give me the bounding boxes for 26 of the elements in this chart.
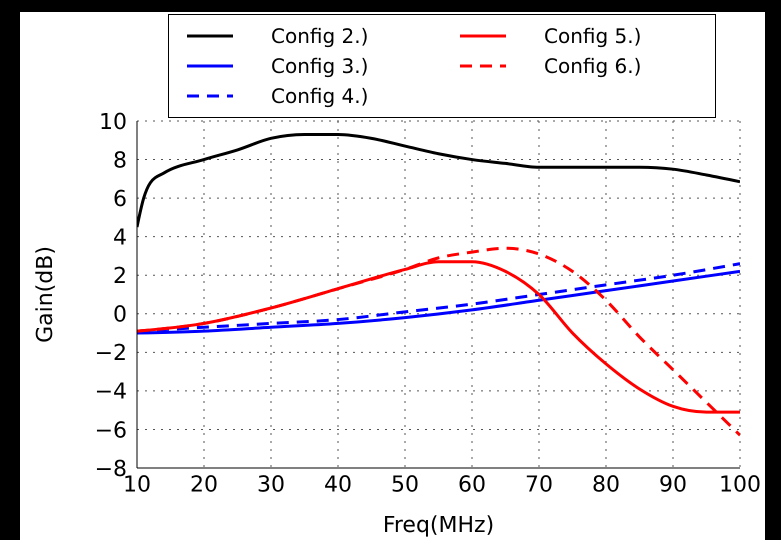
y-tick-label: −6 bbox=[94, 418, 127, 444]
x-tick-label: 20 bbox=[190, 472, 218, 498]
legend-label: Config 3.) bbox=[271, 54, 368, 78]
y-tick-label: 4 bbox=[113, 225, 127, 250]
x-tick-label: 30 bbox=[257, 472, 285, 498]
x-tick-label: 50 bbox=[391, 472, 419, 498]
x-axis-title: Freq(MHz) bbox=[382, 513, 494, 538]
x-tick-label: 40 bbox=[324, 472, 352, 498]
y-tick-label: 10 bbox=[99, 110, 127, 135]
y-tick-label: −2 bbox=[94, 341, 127, 366]
y-tick-label: −4 bbox=[94, 380, 127, 405]
y-tick-label: 2 bbox=[113, 264, 127, 290]
x-tick-label: 60 bbox=[458, 472, 486, 498]
y-tick-label: 8 bbox=[113, 148, 127, 174]
x-tick-label: 80 bbox=[592, 472, 620, 498]
legend-label: Config 4.) bbox=[271, 84, 368, 108]
y-tick-label: −8 bbox=[94, 456, 127, 482]
legend-label: Config 5.) bbox=[544, 24, 642, 48]
y-tick-label: 6 bbox=[113, 186, 127, 212]
y-tick-label: 0 bbox=[113, 302, 127, 328]
x-tick-label: 100 bbox=[719, 472, 761, 498]
legend-label: Config 6.) bbox=[544, 54, 642, 78]
legend-label: Config 2.) bbox=[271, 24, 368, 48]
y-axis-title: Gain(dB) bbox=[32, 246, 58, 343]
x-tick-label: 70 bbox=[525, 472, 553, 498]
x-tick-label: 90 bbox=[659, 472, 687, 498]
